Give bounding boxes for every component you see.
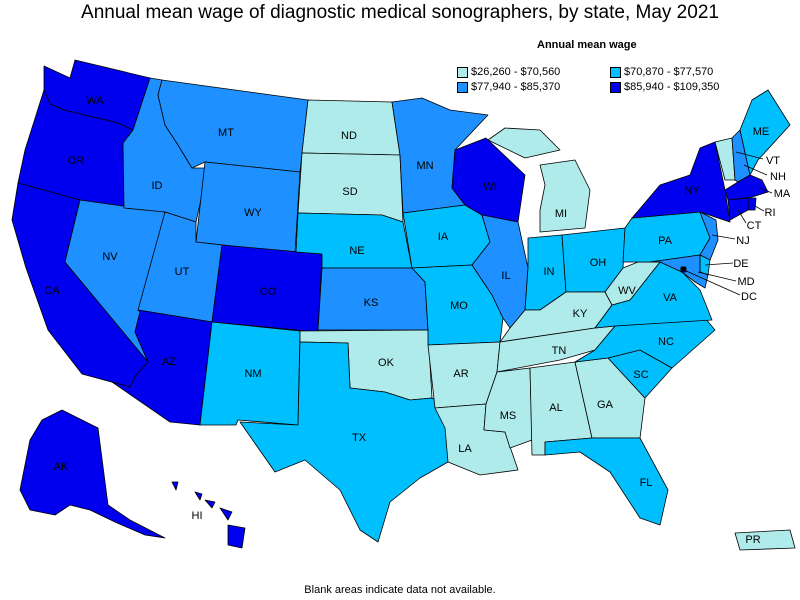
label-sd: SD xyxy=(342,186,357,198)
label-tn: TN xyxy=(552,345,567,357)
label-il: IL xyxy=(501,270,510,282)
label-ks: KS xyxy=(364,297,379,309)
label-oh: OH xyxy=(590,257,607,269)
leader-line-vt xyxy=(735,151,764,160)
label-mi: MI xyxy=(555,208,567,220)
label-ny: NY xyxy=(684,185,700,197)
legend-swatch xyxy=(457,81,468,93)
label-ri: RI xyxy=(765,207,776,219)
label-ak: AK xyxy=(54,461,69,473)
label-mo: MO xyxy=(450,300,468,312)
legend-item-bin-2: $70,870 - $77,570 xyxy=(610,66,713,78)
label-nj: NJ xyxy=(736,235,749,247)
leader-line-ma xyxy=(759,187,773,194)
leader-line-dc xyxy=(683,269,741,296)
label-wa: WA xyxy=(86,95,104,107)
label-sc: SC xyxy=(633,369,648,381)
legend-swatch xyxy=(457,66,468,78)
legend-title: Annual mean wage xyxy=(537,39,637,51)
state-md[interactable] xyxy=(649,254,709,289)
label-mn: MN xyxy=(416,160,433,172)
legend-item-bin-1: $26,260 - $70,560 xyxy=(457,66,560,78)
label-or: OR xyxy=(68,155,85,167)
legend-label: $85,940 - $109,350 xyxy=(624,81,720,93)
label-wy: WY xyxy=(244,207,262,219)
label-la: LA xyxy=(458,443,472,455)
legend-swatch xyxy=(610,66,621,78)
state-labels: WA OR CA NV ID MT WY UT CO AZ NM ND SD N… xyxy=(44,95,791,546)
leader-line-md xyxy=(697,271,737,282)
label-ia: IA xyxy=(438,231,449,243)
legend-item-bin-3: $77,940 - $85,370 xyxy=(457,81,560,93)
dc-marker xyxy=(680,266,686,272)
label-wi: WI xyxy=(483,181,496,193)
label-nd: ND xyxy=(341,130,357,142)
map-title: Annual mean wage of diagnostic medical s… xyxy=(81,2,719,23)
state-ct[interactable] xyxy=(727,197,749,221)
label-nh: NH xyxy=(770,171,786,183)
label-mt: MT xyxy=(218,127,234,139)
label-ms: MS xyxy=(500,410,517,422)
state-pr[interactable] xyxy=(734,529,796,551)
leader-lines xyxy=(680,151,773,296)
label-me: ME xyxy=(753,126,770,138)
label-ne: NE xyxy=(349,245,364,257)
state-ak[interactable] xyxy=(19,409,166,539)
legend-swatch xyxy=(610,81,621,93)
label-dc: DC xyxy=(741,291,757,303)
label-va: VA xyxy=(663,292,678,304)
state-hi[interactable] xyxy=(171,481,246,549)
label-tx: TX xyxy=(352,432,367,444)
leader-line-ct xyxy=(737,209,747,224)
state-ri[interactable] xyxy=(747,197,757,211)
label-ar: AR xyxy=(453,368,468,380)
label-vt: VT xyxy=(766,155,780,167)
leader-line-ri xyxy=(752,204,765,212)
label-az: AZ xyxy=(162,356,176,368)
state-fl[interactable] xyxy=(544,437,669,526)
state-il[interactable] xyxy=(471,214,529,329)
label-ut: UT xyxy=(175,266,190,278)
state-tx[interactable] xyxy=(239,341,449,543)
label-in: IN xyxy=(544,266,555,278)
label-ca: CA xyxy=(44,285,60,297)
label-pa: PA xyxy=(658,235,673,247)
leader-line-nj xyxy=(711,234,736,240)
footnote: Blank areas indicate data not available. xyxy=(304,584,496,596)
leader-line-de xyxy=(704,262,734,266)
label-ct: CT xyxy=(747,220,762,232)
label-pr: PR xyxy=(745,534,760,546)
label-nc: NC xyxy=(658,336,674,348)
label-ok: OK xyxy=(378,357,395,369)
leader-line-nh xyxy=(743,164,768,176)
state-nd[interactable] xyxy=(301,99,401,156)
legend-item-bin-4: $85,940 - $109,350 xyxy=(610,81,719,93)
state-mi[interactable] xyxy=(487,127,591,233)
label-id: ID xyxy=(152,180,163,192)
label-md: MD xyxy=(737,276,754,288)
legend-label: $70,870 - $77,570 xyxy=(624,66,714,78)
legend-label: $26,260 - $70,560 xyxy=(471,66,561,78)
label-hi: HI xyxy=(192,510,203,522)
label-ga: GA xyxy=(597,399,614,411)
label-nv: NV xyxy=(102,251,118,263)
label-fl: FL xyxy=(640,477,653,489)
label-al: AL xyxy=(549,402,562,414)
label-co: CO xyxy=(260,286,277,298)
state-ny[interactable] xyxy=(631,141,731,223)
legend-label: $77,940 - $85,370 xyxy=(471,81,561,93)
label-nm: NM xyxy=(244,368,261,380)
label-de: DE xyxy=(733,258,748,270)
label-wv: WV xyxy=(618,285,636,297)
label-ky: KY xyxy=(573,308,588,320)
label-ma: MA xyxy=(774,188,791,200)
